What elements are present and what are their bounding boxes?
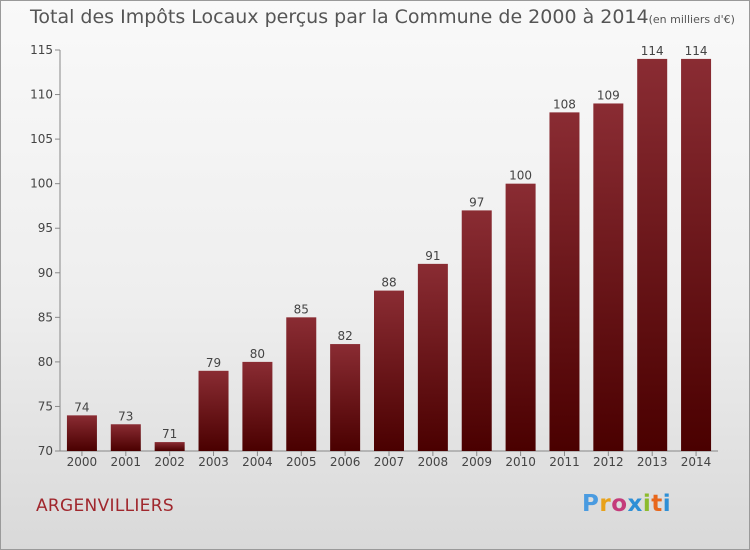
- data-label: 80: [250, 347, 265, 361]
- bar-2007: [374, 290, 404, 451]
- bar-2012: [593, 103, 624, 451]
- x-tick-label: 2008: [418, 455, 449, 469]
- data-label: 91: [425, 249, 440, 263]
- chart-title: Total des Impôts Locaux perçus par la Co…: [30, 6, 735, 28]
- bar-2001: [110, 424, 141, 451]
- y-tick-label: 70: [38, 444, 53, 458]
- x-tick-label: 2009: [461, 455, 492, 469]
- data-label: 73: [118, 409, 133, 423]
- bar-2000: [66, 415, 97, 451]
- logo-letter: P: [582, 491, 600, 517]
- y-tick-label: 75: [38, 399, 53, 413]
- y-tick-label: 90: [38, 266, 53, 280]
- bar-2010: [505, 183, 536, 451]
- bar-2002: [154, 442, 185, 451]
- data-label: 88: [381, 276, 396, 290]
- data-label: 100: [509, 169, 532, 183]
- y-tick-label: 95: [38, 221, 53, 235]
- y-tick-label: 105: [30, 132, 53, 146]
- data-label: 79: [206, 356, 221, 370]
- x-tick-label: 2003: [198, 455, 229, 469]
- x-tick-label: 2006: [330, 455, 361, 469]
- x-tick-label: 2002: [154, 455, 185, 469]
- data-label: 108: [553, 97, 576, 111]
- x-tick-label: 2010: [505, 455, 536, 469]
- bar-2006: [330, 344, 361, 451]
- bar-2003: [198, 370, 229, 451]
- data-label: 97: [469, 195, 484, 209]
- data-label: 82: [337, 329, 352, 343]
- bar-2011: [549, 112, 580, 451]
- logo-letter: t: [651, 491, 663, 517]
- logo-letter: x: [627, 491, 643, 517]
- bar-2004: [242, 361, 273, 451]
- y-tick-label: 85: [38, 310, 53, 324]
- bar-2013: [637, 58, 668, 452]
- logo-letter: r: [599, 491, 612, 517]
- x-tick-label: 2005: [286, 455, 317, 469]
- data-label: 114: [641, 44, 664, 58]
- bar-2009: [461, 210, 492, 451]
- x-tick-label: 2014: [681, 455, 712, 469]
- y-tick-label: 110: [30, 88, 53, 102]
- y-tick-label: 115: [30, 43, 53, 57]
- data-label: 85: [294, 302, 309, 316]
- data-label: 114: [685, 44, 708, 58]
- x-tick-label: 2007: [374, 455, 405, 469]
- proxiti-logo: Proxiti: [582, 491, 671, 517]
- y-tick-label: 80: [38, 355, 53, 369]
- y-tick-label: 100: [30, 177, 53, 191]
- data-label: 109: [597, 88, 620, 102]
- bar-2014: [681, 58, 712, 452]
- logo-letter: o: [611, 491, 628, 517]
- bar-2005: [286, 317, 317, 451]
- x-tick-label: 2012: [593, 455, 624, 469]
- x-tick-label: 2000: [67, 455, 98, 469]
- data-label: 74: [74, 400, 89, 414]
- x-tick-label: 2004: [242, 455, 273, 469]
- x-tick-label: 2011: [549, 455, 580, 469]
- logo-letter: i: [662, 491, 672, 517]
- x-tick-label: 2013: [637, 455, 668, 469]
- commune-name: ARGENVILLIERS: [36, 496, 174, 516]
- chart-unit: (en milliers d'€): [648, 13, 735, 26]
- data-label: 71: [162, 427, 177, 441]
- x-tick-label: 2001: [111, 455, 142, 469]
- bar-2008: [417, 263, 448, 451]
- chart-title-text: Total des Impôts Locaux perçus par la Co…: [30, 6, 649, 28]
- logo-letter: i: [642, 491, 652, 517]
